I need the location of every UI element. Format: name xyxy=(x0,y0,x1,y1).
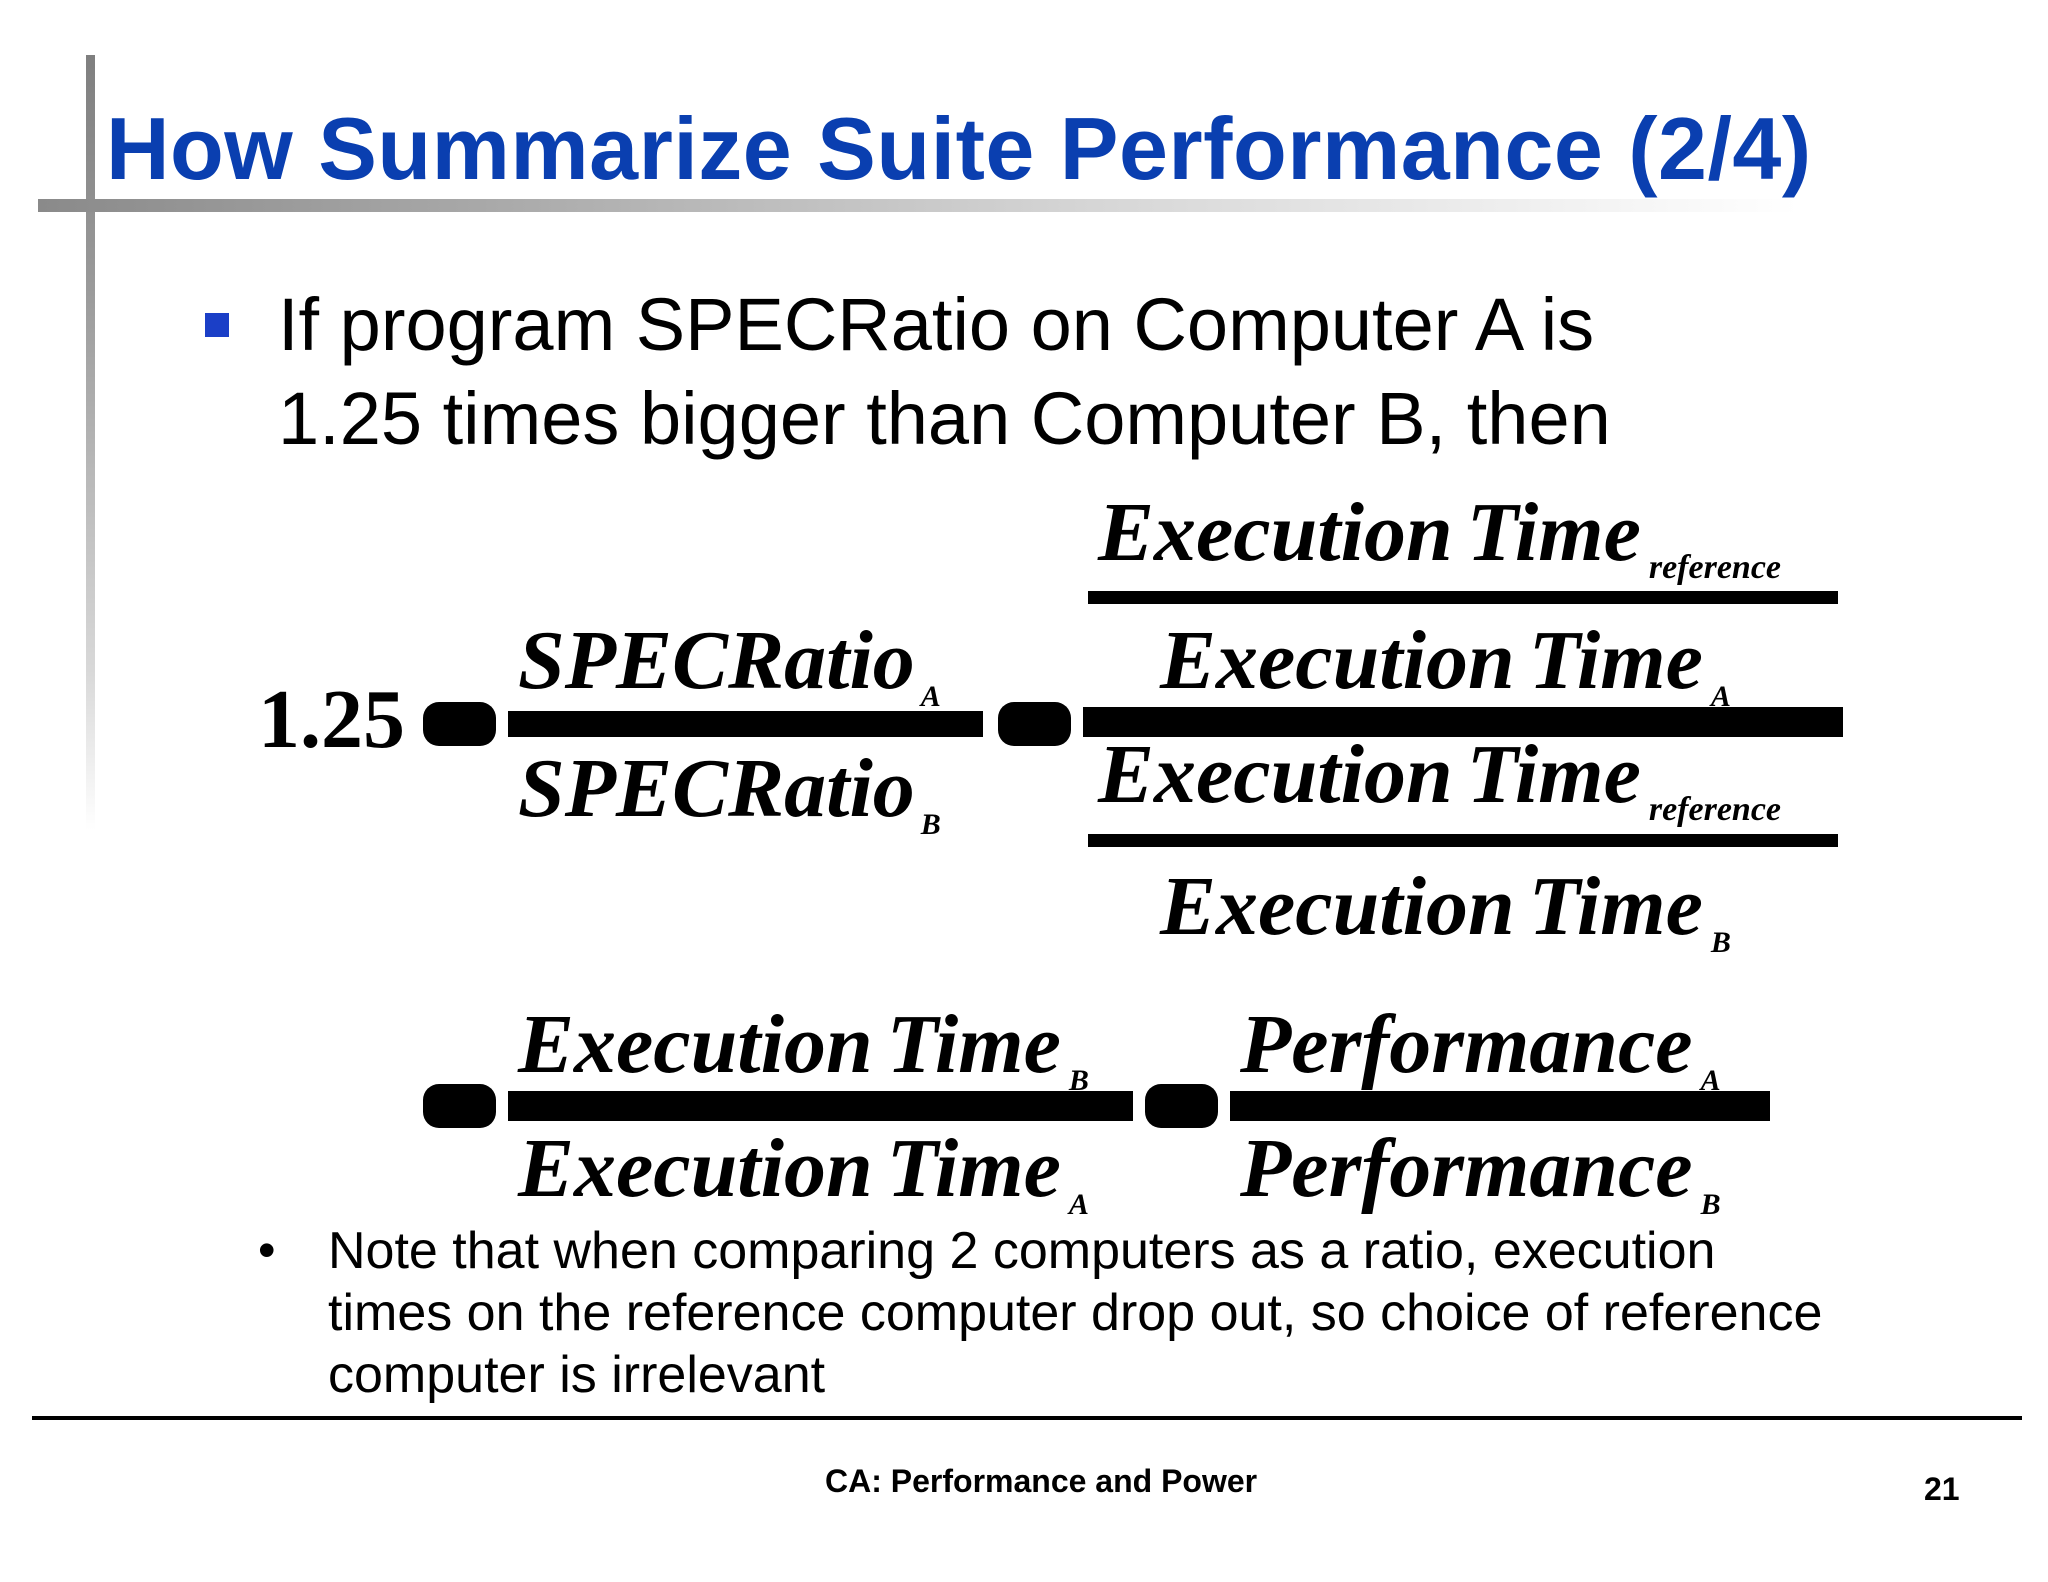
exec-time-a-upper: Execution Time A xyxy=(1159,614,1731,713)
exec-time-a-denominator: Execution Time A xyxy=(517,1122,1089,1221)
note-line-1: Note that when comparing 2 computers as … xyxy=(328,1222,1716,1280)
exec-time-ref-upper: Execution Time reference xyxy=(1097,486,1781,586)
performance-b-denominator: Performance B xyxy=(1239,1122,1721,1221)
slide-title: How Summarize Suite Performance (2/4) xyxy=(106,99,1812,198)
footer-divider xyxy=(32,1416,2022,1420)
lhs-value: 1.25 xyxy=(258,673,405,766)
equals-sign-2 xyxy=(998,702,1071,746)
bullet-square-icon xyxy=(205,313,229,337)
exec-time-ref-lower: Execution Time reference xyxy=(1097,728,1781,828)
fraction-bar-specratio xyxy=(508,711,983,737)
page-number: 21 xyxy=(1924,1471,1960,1507)
main-bullet-text: If program SPECRatio on Computer A is 1.… xyxy=(278,278,1778,466)
specratio-denominator: SPECRatio B xyxy=(518,742,941,841)
equals-sign-1 xyxy=(423,702,496,746)
fraction-bar-performance xyxy=(1230,1091,1770,1121)
note-line-3: computer is irrelevant xyxy=(328,1346,826,1404)
exec-time-b-lower: Execution Time B xyxy=(1159,860,1731,959)
inner-bar-lower xyxy=(1088,834,1838,847)
decorative-vertical-bar xyxy=(86,55,95,830)
equation-diagram: 1.25 SPECRatio A SPECRatio B Execution Time… xyxy=(258,486,1843,1221)
note-line-2: times on the reference computer drop out… xyxy=(328,1284,1823,1342)
footer-title: CA: Performance and Power xyxy=(825,1463,1258,1499)
bullet-line-1: If program SPECRatio on Computer A is xyxy=(278,283,1595,366)
specratio-numerator: SPECRatio A xyxy=(518,614,941,713)
sub-bullet-dot: • xyxy=(258,1222,276,1278)
exec-time-b-numerator: Execution Time B xyxy=(517,998,1089,1097)
equals-sign-3 xyxy=(423,1084,496,1128)
note-text: Note that when comparing 2 computers as … xyxy=(328,1220,2008,1406)
bullet-line-2: 1.25 times bigger than Computer B, then xyxy=(278,377,1611,460)
performance-a-numerator: Performance A xyxy=(1239,998,1721,1097)
main-fraction-bar xyxy=(1083,707,1843,737)
inner-bar-upper xyxy=(1088,591,1838,604)
fraction-bar-exec xyxy=(508,1091,1133,1121)
equals-sign-4 xyxy=(1145,1084,1218,1128)
decorative-horizontal-bar xyxy=(38,199,1798,212)
